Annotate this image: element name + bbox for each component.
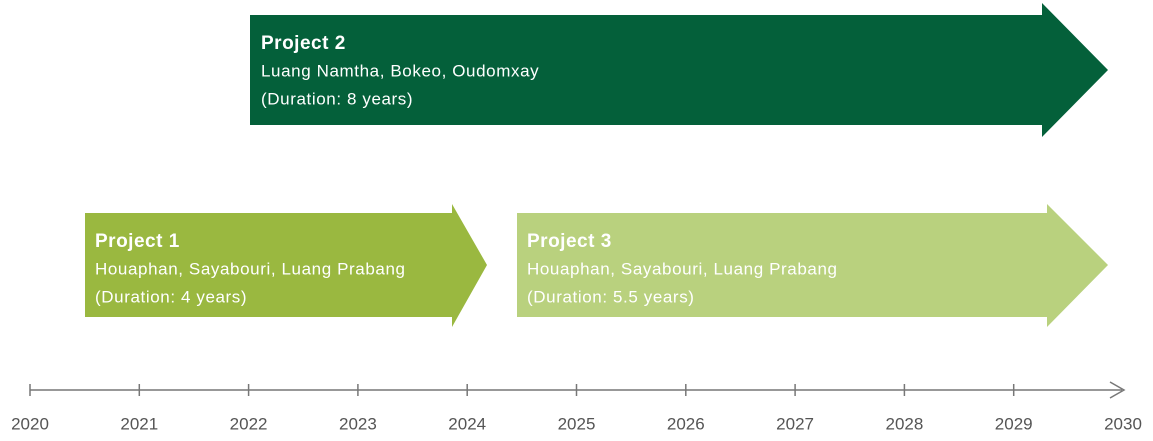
project-regions: Houaphan, Sayabouri, Luang Prabang [527, 259, 838, 278]
project-duration: (Duration: 8 years) [261, 89, 413, 108]
project-duration: (Duration: 4 years) [95, 287, 247, 306]
year-label: 2020 [11, 414, 49, 433]
year-label: 2024 [448, 414, 486, 433]
year-label: 2027 [776, 414, 814, 433]
project-regions: Luang Namtha, Bokeo, Oudomxay [261, 61, 539, 80]
project-title: Project 2 [261, 33, 346, 54]
project-arrow [85, 204, 487, 327]
project-arrow [250, 3, 1108, 137]
project-title: Project 1 [95, 231, 180, 252]
project-title: Project 3 [527, 231, 612, 252]
project-regions: Houaphan, Sayabouri, Luang Prabang [95, 259, 406, 278]
year-label: 2028 [885, 414, 923, 433]
year-label: 2030 [1104, 414, 1142, 433]
project-duration: (Duration: 5.5 years) [527, 287, 695, 306]
year-label: 2023 [339, 414, 377, 433]
year-label: 2026 [667, 414, 705, 433]
year-label: 2021 [120, 414, 158, 433]
year-label: 2022 [230, 414, 268, 433]
year-label: 2025 [558, 414, 596, 433]
project-arrow [517, 204, 1108, 327]
year-label: 2029 [995, 414, 1033, 433]
axis-arrowhead [1109, 381, 1126, 399]
